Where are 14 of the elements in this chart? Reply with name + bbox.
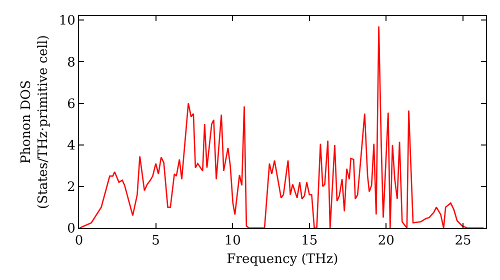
y-tick-label: 2 [67,180,76,195]
x-tick-label: 10 [224,234,241,249]
line-series [79,26,484,228]
y-tick-label: 6 [67,96,76,112]
x-tick-label: 5 [152,234,160,249]
x-tick-label: 15 [301,234,318,249]
y-axis-title: Phonon DOS (States/THz·primitive cell) [18,34,51,210]
y-tick-label: 10 [58,14,76,29]
y-tick-label: 8 [67,55,76,70]
x-tick-label: 20 [378,234,394,249]
x-tick-label: 25 [454,234,472,249]
y-tick-label: 0 [67,222,76,237]
x-axis-title: Frequency (THz) [226,252,338,268]
y-tick-label: 4 [67,138,76,154]
